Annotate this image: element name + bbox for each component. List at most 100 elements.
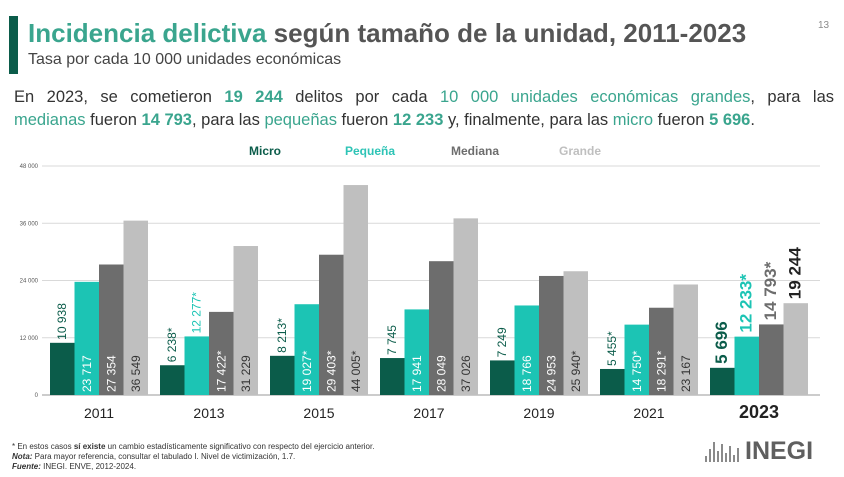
bar [184, 336, 209, 395]
bar [539, 275, 564, 395]
y-tick-label: 24 000 [20, 279, 39, 285]
logo-bar [705, 456, 707, 462]
y-tick-label: 12 000 [20, 336, 39, 342]
data-label: 17 422* [214, 350, 228, 392]
bar [99, 264, 124, 395]
footnote-note: Nota: Para mayor referencia, consultar e… [12, 452, 296, 461]
logo-bar [729, 446, 731, 462]
summary-line-1: En 2023, se cometieron 19 244 delitos po… [14, 86, 834, 109]
x-tick-label: 2015 [303, 405, 334, 421]
summary-segment: 12 233 [392, 111, 444, 129]
summary-segment: 10 000 unidades económicas grandes [439, 88, 751, 106]
bar [600, 368, 625, 395]
footnotes: * En estos casos sí existe un cambio est… [12, 442, 374, 472]
bar [563, 271, 588, 395]
bar [380, 358, 405, 395]
bar [160, 365, 185, 395]
bar [233, 246, 258, 395]
summary-segment: En 2023, se cometieron [14, 88, 225, 106]
data-label: 7 249 [495, 327, 509, 357]
x-tick-label: 2013 [193, 405, 224, 421]
data-label: 12 277* [190, 292, 204, 334]
bar [50, 342, 75, 395]
data-label: 27 354 [104, 355, 118, 392]
data-label: 14 793* [761, 261, 780, 320]
bar [123, 220, 148, 395]
data-label: 36 549 [129, 355, 143, 392]
bar [429, 261, 454, 395]
bar [624, 324, 649, 395]
legend-entry: Grande [559, 144, 601, 158]
logo-bar [725, 453, 727, 462]
footnote-source: Fuente: INEGI. ENVE, 2012-2024. [12, 462, 137, 471]
logo-bar [733, 455, 735, 462]
bar [783, 303, 808, 395]
legend-entry: Mediana [451, 144, 499, 158]
data-label: 23 717 [80, 355, 94, 392]
x-tick-label: 2011 [84, 405, 114, 421]
title-accent-bar [9, 16, 18, 74]
title-highlight: Incidencia delictiva [28, 18, 267, 48]
summary-segment: , para las [191, 111, 265, 129]
data-label: 29 403* [324, 350, 338, 392]
bar [319, 254, 344, 395]
data-label: 17 941 [410, 355, 424, 392]
bar [759, 324, 784, 395]
data-label: 19 244 [786, 247, 805, 300]
summary-segment: 19 244 [224, 88, 283, 106]
data-label: 6 238* [165, 327, 179, 362]
legend-entry: Pequeña [345, 144, 395, 158]
data-label: 18 766 [520, 355, 534, 392]
bar [514, 305, 539, 395]
bar [294, 304, 319, 395]
footnote-significance: * En estos casos sí existe un cambio est… [12, 442, 375, 451]
summary-segment: , para las [750, 88, 835, 106]
data-label: 10 938 [55, 303, 69, 340]
summary-segment: fueron [336, 111, 393, 129]
logo-bar [721, 444, 723, 462]
page-number: 13 [818, 20, 830, 31]
bar [710, 367, 735, 395]
summary-segment: pequeñas [264, 111, 337, 129]
title-rest: según tamaño de la unidad, 2011-2023 [266, 18, 747, 48]
y-tick-label: 48 000 [20, 164, 39, 170]
data-label: 23 167 [679, 355, 693, 392]
page-subtitle: Tasa por cada 10 000 unidades económicas [28, 51, 342, 68]
bar-chart: 0 12 000 24 000 36 000 48 000 Micro Pequeña Med… [20, 144, 820, 422]
bar [404, 309, 429, 395]
data-label: 5 696 [712, 321, 731, 364]
summary-segment: 14 793 [141, 111, 192, 129]
data-label: 37 026 [459, 355, 473, 392]
bar [343, 185, 368, 395]
bar [453, 218, 478, 395]
data-label: 19 027* [300, 350, 314, 392]
summary-segment: delitos por cada [282, 88, 440, 106]
legend-entry: Micro [249, 144, 281, 158]
bar [209, 311, 234, 395]
summary-segment: . [750, 111, 755, 129]
data-label: 7 745 [385, 325, 399, 355]
summary-segment: fueron [653, 111, 710, 129]
summary-segment: medianas [14, 111, 86, 129]
data-label: 8 213* [275, 318, 289, 353]
logo-bar [737, 448, 739, 462]
x-tick-label: 2017 [413, 405, 444, 421]
page-title: Incidencia delictiva según tamaño de la … [28, 18, 746, 49]
x-tick-label: 2021 [633, 405, 664, 421]
y-tick-label: 0 [35, 393, 39, 399]
summary-segment: y, finalmente, para las [443, 111, 613, 129]
data-label: 28 049 [434, 355, 448, 392]
data-label: 18 291* [654, 350, 668, 392]
bar [673, 284, 698, 395]
x-tick-label: 2023 [739, 402, 779, 422]
bar [270, 355, 295, 395]
y-tick-label: 36 000 [20, 221, 39, 227]
summary-segment: micro [612, 111, 654, 129]
logo-bar [717, 451, 719, 462]
inegi-logo-text: INEGI [745, 437, 814, 465]
bar [734, 336, 759, 395]
summary-line-2: medianas fueron 14 793, para las pequeña… [14, 109, 834, 132]
data-label: 44 005* [349, 350, 363, 392]
logo-bar [709, 449, 711, 462]
summary-segment: fueron [85, 111, 142, 129]
